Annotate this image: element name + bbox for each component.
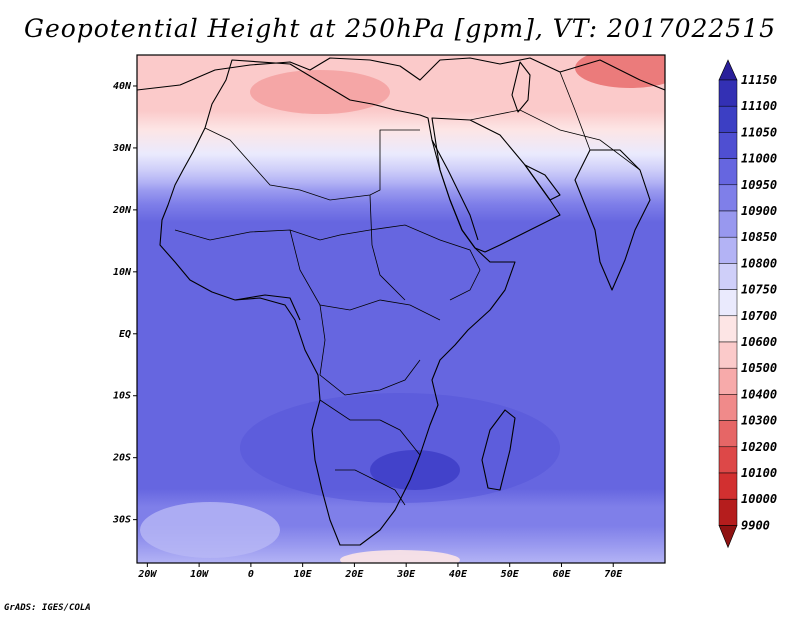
x-tick-label: 10E <box>294 569 313 580</box>
europe-outline <box>137 57 665 91</box>
colorbar-label: 10100 <box>741 466 777 480</box>
colorbar-label: 10600 <box>741 335 777 349</box>
x-tick-label: 20E <box>344 569 364 580</box>
border-asia <box>559 71 591 151</box>
x-tick-label: 70E <box>604 569 623 580</box>
border-central <box>289 229 441 321</box>
colorbar-swatch <box>718 315 738 343</box>
colorbar-swatch <box>718 394 738 421</box>
colorbar-label: 10200 <box>741 440 777 454</box>
y-tick-label: 10N <box>113 267 132 278</box>
colorbar-label: 11100 <box>741 99 777 113</box>
africa-outline <box>159 59 516 546</box>
y-axis-ticks: 40N 30N 20N 10N EQ 10S 20S 30S <box>112 81 137 526</box>
y-tick-label: 10S <box>113 391 131 402</box>
colorbar-label: 11000 <box>741 152 777 166</box>
red-sea-outline <box>431 139 479 241</box>
colorbar-swatch <box>718 79 738 107</box>
y-tick-label: 20N <box>112 205 132 216</box>
colorbar-label: 10800 <box>741 256 777 270</box>
border-sa <box>335 469 406 506</box>
y-tick-label: 30S <box>112 515 131 526</box>
colorbar-swatch <box>718 236 738 264</box>
colorbar-top-arrow <box>718 59 738 81</box>
colorbar-swatch <box>718 210 738 238</box>
colorbar-swatch <box>718 263 738 290</box>
borders <box>174 71 641 506</box>
colorbar-label: 10750 <box>741 283 777 297</box>
border-ew <box>369 194 406 301</box>
x-tick-label: 0 <box>248 569 254 580</box>
colorbar-label: 10700 <box>741 309 777 323</box>
colorbar-label: 10950 <box>741 178 777 192</box>
colorbar-label: 10500 <box>741 361 777 375</box>
border-sahel <box>174 224 441 241</box>
x-tick-label: 50E <box>501 569 520 580</box>
colorbar-swatch <box>718 367 738 395</box>
low-anomaly-south <box>240 393 560 503</box>
colorbar-label: 10850 <box>741 230 777 244</box>
colorbar-label: 11150 <box>741 73 777 87</box>
y-tick-label: 40N <box>113 81 132 92</box>
x-axis-ticks: 20W 10W 0 10E 20E 30E 40E 50E 60E 70E <box>137 563 623 580</box>
y-tick-label: 20S <box>112 453 131 464</box>
colorbar-swatch <box>718 420 738 448</box>
chart-title: Geopotential Height at 250hPa [gpm], VT:… <box>23 14 777 43</box>
border-congo <box>319 304 421 396</box>
high-anomaly-med <box>250 70 390 114</box>
colorbar-swatch <box>718 105 738 133</box>
colorbar-swatch <box>718 472 738 500</box>
map-panel <box>137 55 665 563</box>
high-anomaly-ne <box>575 55 665 88</box>
x-tick-label: 10W <box>190 569 209 580</box>
colorbar-swatch <box>718 341 738 369</box>
y-tick-label: 30N <box>112 143 132 154</box>
y-tick-label: EQ <box>119 329 131 340</box>
x-tick-label: 20W <box>137 569 157 580</box>
colorbar-label: 10300 <box>741 414 777 428</box>
map-frame <box>136 54 666 564</box>
x-tick-label: 30E <box>396 569 416 580</box>
low-anomaly-core <box>370 450 460 490</box>
colorbar-swatch <box>718 498 738 526</box>
persian-gulf-outline <box>524 164 561 201</box>
colorbar-label: 9900 <box>741 518 770 532</box>
gulf-of-guinea-coast <box>234 294 301 321</box>
credit-text: GrADS: IGES/COLA <box>4 603 91 613</box>
colorbar-swatch <box>718 446 738 474</box>
colorbar-swatch <box>718 158 738 186</box>
pale-anomaly-sw <box>140 502 280 558</box>
arabia-outline <box>431 117 561 253</box>
border-ne <box>439 239 481 301</box>
madagascar-outline <box>481 409 516 491</box>
border-south <box>319 399 421 456</box>
colorbar-label: 10000 <box>741 492 777 506</box>
coastlines <box>137 57 665 546</box>
border-north-africa <box>204 127 420 201</box>
colorbar-swatch <box>718 132 738 159</box>
colorbar-label: 11050 <box>741 125 777 139</box>
colorbar-swatch <box>718 184 738 212</box>
colorbar-label: 10900 <box>741 204 777 218</box>
pale-anomaly-s <box>340 550 460 563</box>
colorbar: 11150 11100 11050 11000 10950 10900 10850 10800… <box>718 59 777 549</box>
india-outline <box>574 149 651 291</box>
colorbar-bottom-arrow <box>718 525 738 549</box>
x-tick-label: 60E <box>552 569 571 580</box>
border-mideast <box>469 109 641 171</box>
caspian-outline <box>511 61 531 113</box>
colorbar-swatch <box>718 289 738 317</box>
colorbar-label: 10400 <box>741 387 777 401</box>
x-tick-label: 40E <box>449 569 468 580</box>
